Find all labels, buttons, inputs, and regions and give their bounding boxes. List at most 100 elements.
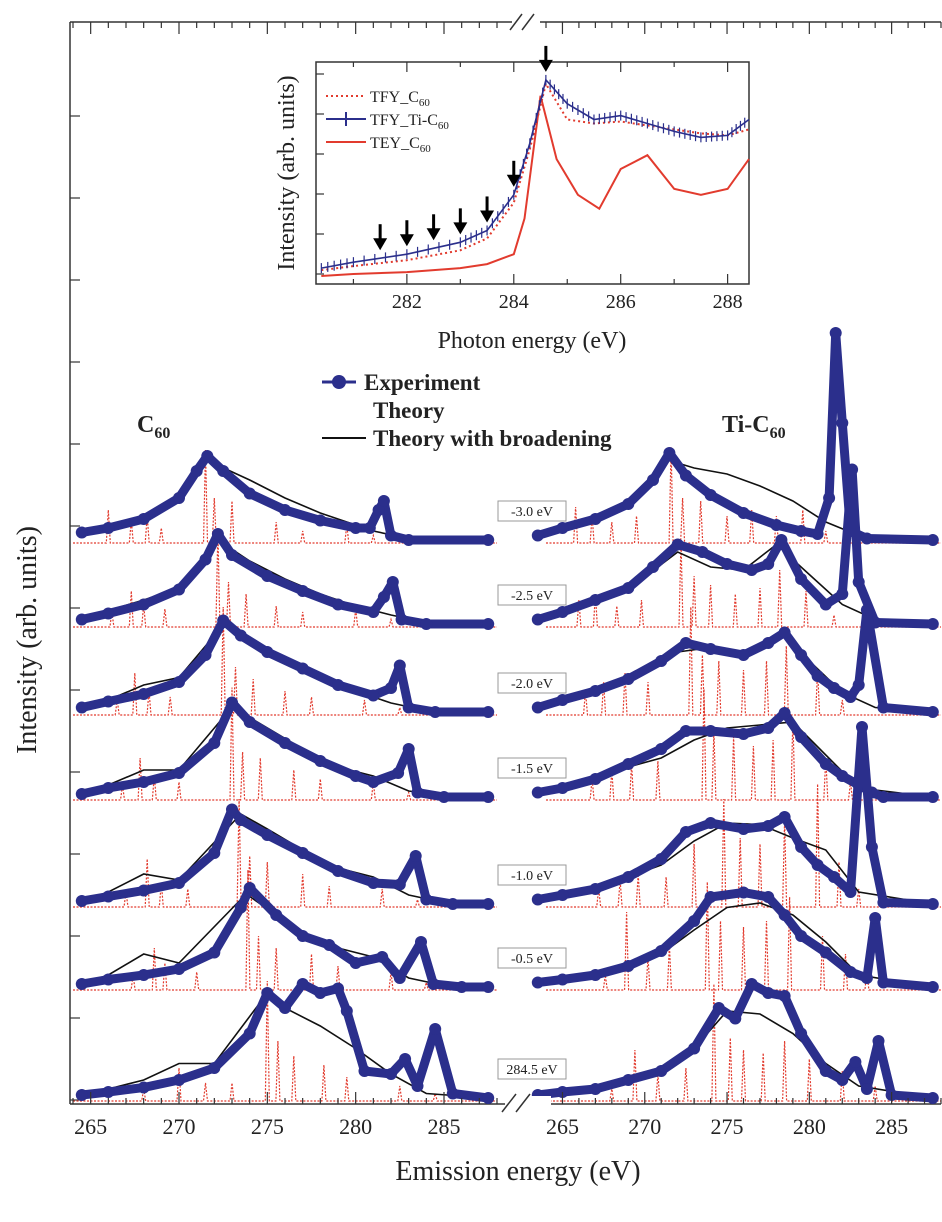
axis-break-top (509, 13, 540, 31)
tic60-experiment-point (795, 1027, 808, 1040)
excitation-label: -3.0 eV (497, 500, 567, 522)
tic60-experiment-point (778, 811, 791, 823)
tic60-experiment-point (819, 1065, 832, 1077)
tic60-experiment-point (589, 773, 602, 785)
c60-experiment-point (482, 981, 495, 993)
c60-experiment-point (279, 737, 291, 749)
c60-experiment-point (385, 529, 397, 542)
c60-experiment-point (102, 1086, 115, 1098)
c60-experiment-point (393, 659, 406, 672)
tic60-experiment-point (770, 519, 783, 531)
tic60-experiment-point (688, 1042, 701, 1055)
tic60-experiment-point (704, 725, 717, 737)
tic60-experiment-point (589, 594, 602, 606)
tic60-experiment-point (778, 626, 791, 639)
tic60-theory-curve (546, 783, 941, 908)
c60-experiment-point (173, 1074, 185, 1086)
tic60-experiment-point (836, 588, 849, 600)
inset-legend-tfy-tic60-main: TFY_Ti-C (370, 112, 438, 129)
c60-experiment-point (482, 534, 495, 546)
tic60-experiment-point (926, 791, 939, 803)
c60-experiment-point (102, 695, 115, 708)
c60-experiment-point (429, 706, 442, 718)
tic60-experiment-point (926, 981, 939, 993)
tic60-experiment-point (531, 701, 544, 714)
main-legend: Experiment Theory Theory with broadening (322, 370, 612, 451)
c60-experiment-point (340, 1005, 353, 1017)
inset-arrow-head (373, 238, 388, 251)
tic60-experiment-point (762, 637, 775, 649)
tic60-broadening-curve (537, 459, 933, 541)
inset-legend-tey-c60-sub: 60 (420, 143, 432, 155)
tic60-experiment-point (655, 853, 668, 865)
tic60-experiment-point (737, 649, 750, 661)
c60-experiment-point (376, 951, 389, 963)
c60-experiment-point (75, 978, 88, 990)
tic60-experiment-point (844, 886, 857, 898)
tic60-experiment-point (622, 871, 635, 883)
c60-broadening-curve (81, 459, 489, 541)
panel-label-c60: C60 (137, 412, 170, 442)
c60-experiment-point (438, 791, 450, 803)
c60-experiment-point (446, 1087, 459, 1100)
tic60-experiment-point (836, 1074, 849, 1086)
tic60-experiment-point (778, 990, 791, 1002)
c60-experiment-point (332, 598, 344, 611)
tic60-experiment-point (737, 823, 750, 835)
tic60-experiment-point (860, 972, 873, 984)
tic60-experiment-point (775, 534, 788, 546)
tic60-experiment-point (556, 694, 569, 706)
c60-experiment-point (358, 1065, 371, 1077)
c60-experiment-point (75, 526, 88, 539)
c60-experiment-point (402, 701, 415, 714)
tic60-experiment-point (589, 883, 602, 895)
tic60-experiment-point (679, 826, 692, 838)
excitation-label-box (497, 947, 567, 969)
excitation-label-box (497, 1058, 567, 1080)
x-tick-label: 275 (251, 1114, 284, 1139)
tic60-experiment-point (926, 706, 939, 718)
tic60-experiment-point (877, 896, 890, 909)
excitation-label-box (497, 672, 567, 694)
tic60-experiment-point (778, 707, 791, 719)
c60-experiment-point (173, 877, 185, 889)
c60-experiment-point (102, 890, 115, 903)
tic60-experiment-point (852, 679, 865, 691)
tic60-experiment-point (828, 682, 840, 694)
c60-experiment-point (455, 981, 468, 993)
c60-experiment-point (482, 898, 495, 910)
tic60-experiment-point (836, 770, 849, 782)
c60-experiment-point (427, 978, 440, 990)
c60-experiment-point (75, 788, 88, 800)
c60-experiment-point (385, 682, 397, 694)
tic60-experiment-point (778, 909, 791, 921)
c60-experiment-point (372, 504, 385, 516)
tic60-experiment-point (622, 758, 635, 770)
inset-arrows (373, 45, 553, 251)
tic60-experiment-point (531, 893, 544, 906)
c60-experiment-point (409, 850, 422, 862)
excitation-label-box (497, 757, 567, 779)
excitation-label: -1.5 eV (497, 757, 567, 779)
c60-experiment-point (367, 776, 380, 788)
tic60-experiment-point (556, 889, 569, 901)
tic60-experiment-point (721, 558, 733, 570)
tic60-experiment-point (737, 507, 750, 519)
c60-experiment-point (395, 613, 408, 626)
excitation-label-text: 284.5 eV (506, 1063, 557, 1078)
tic60-experiment-point (926, 534, 939, 546)
tic60-experiment-point (679, 725, 692, 737)
inset-legend-tfy-tic60-sub: 60 (438, 120, 450, 132)
excitation-label-text: -2.5 eV (511, 589, 553, 604)
c60-experiment-point (208, 737, 221, 749)
c60-experiment-point (279, 1002, 291, 1014)
x-tick-label: 285 (428, 1114, 461, 1139)
inset-legend-tfy-tic60: TFY_Ti-C60 (370, 112, 449, 132)
c60-experiment-point (323, 939, 336, 951)
c60-experiment-point (296, 930, 309, 942)
c60-experiment-point (296, 978, 309, 990)
c60-experiment-curve (77, 529, 493, 629)
c60-experiment-point (173, 492, 185, 504)
tic60-experiment-point (795, 731, 808, 743)
